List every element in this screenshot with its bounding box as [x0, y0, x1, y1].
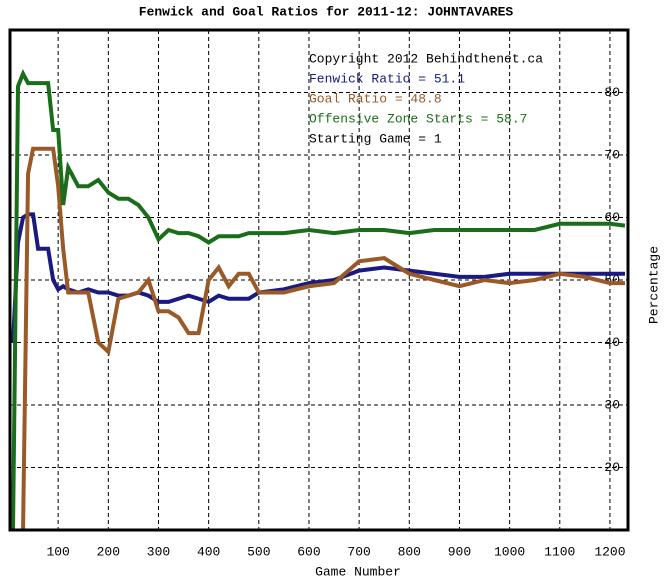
x-tick-label: 600	[297, 544, 320, 559]
x-tick-label: 1200	[594, 544, 625, 559]
annotation: Starting Game = 1	[309, 131, 442, 146]
data-line	[11, 212, 625, 343]
y-axis-label: Percentage	[646, 246, 661, 324]
x-tick-label: 700	[347, 544, 370, 559]
annotation: Goal Ratio = 48.8	[309, 91, 442, 106]
y-tick-label: 60	[604, 210, 620, 225]
x-tick-label: 200	[97, 544, 120, 559]
x-tick-label: 500	[247, 544, 270, 559]
x-tick-label: 800	[398, 544, 421, 559]
chart-title: Fenwick and Goal Ratios for 2011-12: JOH…	[139, 4, 514, 19]
y-tick-label: 40	[604, 335, 620, 350]
annotation: Fenwick Ratio = 51.1	[309, 71, 465, 86]
x-tick-label: 400	[197, 544, 220, 559]
x-tick-label: 900	[448, 544, 471, 559]
data-line	[21, 146, 625, 531]
y-tick-label: 70	[604, 147, 620, 162]
y-tick-label: 30	[604, 397, 620, 412]
y-tick-label: 80	[604, 85, 620, 100]
annotation: Copyright 2012 Behindthenet.ca	[309, 51, 543, 66]
x-tick-label: 100	[46, 544, 69, 559]
x-tick-label: 300	[147, 544, 170, 559]
x-axis-label: Game Number	[315, 564, 401, 579]
x-tick-label: 1100	[544, 544, 575, 559]
data-line	[11, 69, 626, 531]
y-tick-label: 20	[604, 460, 620, 475]
annotation: Offensive Zone Starts = 58.7	[309, 111, 527, 126]
x-tick-label: 1000	[494, 544, 525, 559]
plot-frame	[8, 28, 630, 532]
